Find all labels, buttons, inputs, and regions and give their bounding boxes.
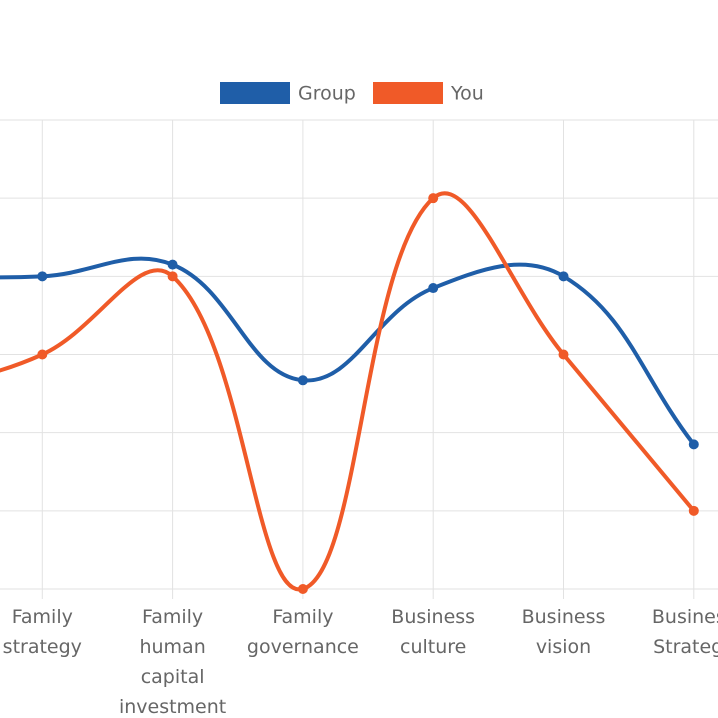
legend-label: You [450, 83, 484, 105]
point [688, 439, 699, 450]
x-tick-label: Family governance [247, 606, 359, 658]
point [428, 193, 439, 204]
point [558, 271, 569, 282]
legend-label: Group [298, 83, 356, 105]
point [167, 271, 178, 282]
x-tick-label: Family strategy [3, 606, 82, 658]
point [297, 584, 308, 594]
point [428, 283, 439, 294]
point [167, 259, 178, 270]
x-tick-label: Business vision [522, 606, 606, 658]
x-tick-label: Business culture [391, 606, 475, 658]
point [297, 375, 308, 386]
line [0, 256, 696, 446]
point [37, 349, 48, 360]
point [37, 271, 48, 282]
line [0, 191, 696, 592]
legend-swatch [373, 82, 443, 104]
x-tick-label: BusinessStrategy [652, 606, 718, 658]
point [558, 349, 569, 360]
point [688, 505, 699, 516]
x-tick-label: Family human capital investment [119, 606, 226, 718]
legend-swatch [220, 82, 290, 104]
